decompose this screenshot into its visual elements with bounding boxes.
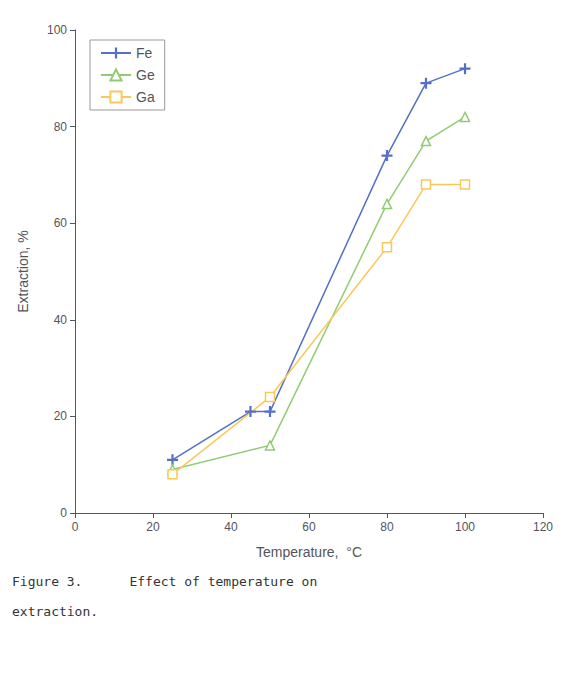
svg-text:Ge: Ge [136, 67, 155, 83]
svg-text:40: 40 [54, 313, 68, 327]
svg-text:Ga: Ga [136, 89, 155, 105]
svg-text:100: 100 [455, 520, 475, 534]
svg-text:80: 80 [380, 520, 394, 534]
svg-text:20: 20 [146, 520, 160, 534]
svg-text:0: 0 [72, 520, 79, 534]
svg-text:Extraction, %: Extraction, % [15, 230, 31, 312]
svg-text:0: 0 [60, 506, 67, 520]
svg-text:100: 100 [47, 23, 67, 37]
svg-text:80: 80 [54, 120, 68, 134]
svg-text:Fe: Fe [136, 45, 153, 61]
svg-text:Temperature, °C: Temperature, °C [256, 544, 362, 560]
svg-text:extraction.: extraction. [12, 604, 98, 619]
svg-text:60: 60 [54, 216, 68, 230]
svg-text:20: 20 [54, 409, 68, 423]
svg-text:Figure 3. Effect of tempe: Figure 3. Effect of temperature on [12, 574, 317, 589]
svg-text:120: 120 [533, 520, 553, 534]
svg-text:40: 40 [224, 520, 238, 534]
svg-text:60: 60 [302, 520, 316, 534]
